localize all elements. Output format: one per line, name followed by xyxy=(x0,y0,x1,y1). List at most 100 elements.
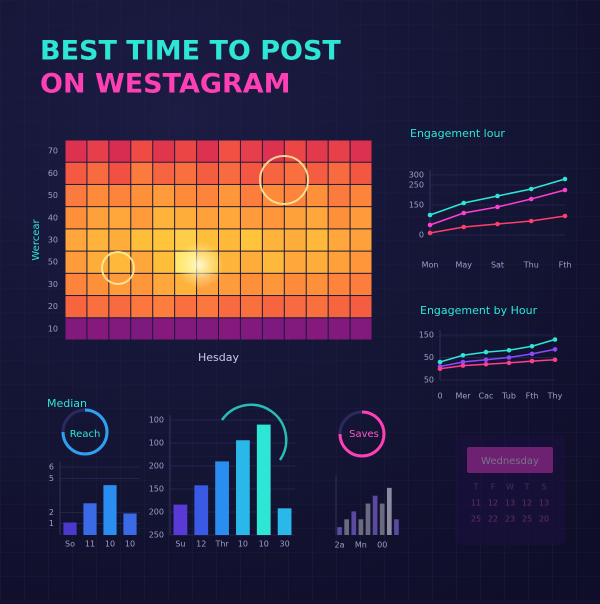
point xyxy=(427,222,433,228)
heat-cell xyxy=(306,184,328,207)
x-tick-label: Su xyxy=(175,540,185,549)
point xyxy=(461,200,467,206)
point xyxy=(460,363,466,368)
heat-cell xyxy=(284,229,306,251)
heat-cell xyxy=(65,184,87,207)
heat-cell xyxy=(350,207,372,229)
heat-cell xyxy=(65,296,87,318)
heat-cell xyxy=(87,162,109,184)
heat-cell xyxy=(284,296,306,318)
title-line: BEST TIME TO POST xyxy=(40,36,341,67)
y-tick-label: 2 xyxy=(49,508,54,517)
ring xyxy=(220,403,288,461)
highlight-glow xyxy=(176,241,224,289)
point xyxy=(529,351,535,357)
bar xyxy=(83,503,97,535)
heat-cell xyxy=(131,273,153,296)
heat-cell xyxy=(87,229,109,251)
heat-cell xyxy=(65,162,87,184)
row-label: 70 xyxy=(48,147,58,156)
heat-cell xyxy=(87,318,109,340)
heat-cell xyxy=(87,184,109,207)
x-tick-label: 10 xyxy=(125,540,135,549)
heat-cell xyxy=(350,273,372,296)
heat-cell xyxy=(284,184,306,207)
y-tick-label: 50 xyxy=(424,353,434,362)
point xyxy=(461,224,467,230)
heat-cell xyxy=(153,273,175,296)
y-tick-label: 6 xyxy=(49,463,54,472)
bar xyxy=(394,519,399,535)
row-label: 50 xyxy=(48,191,58,200)
x-tick-label: Mon xyxy=(422,261,439,270)
point xyxy=(528,186,534,192)
heat-cell xyxy=(328,229,350,251)
heat-cell xyxy=(87,273,109,296)
x-tick-label: May xyxy=(455,261,472,270)
heat-cell xyxy=(175,318,197,340)
bar xyxy=(372,495,378,535)
heat-cell xyxy=(131,318,153,340)
decorations xyxy=(61,155,565,545)
bar xyxy=(123,513,137,535)
heat-cell xyxy=(87,296,109,318)
bar xyxy=(256,424,271,535)
heat-cell xyxy=(219,140,240,162)
heat-cell xyxy=(284,251,306,273)
row-label: 10 xyxy=(48,324,58,333)
heat-cell xyxy=(131,140,153,162)
point xyxy=(495,221,500,227)
row-label: 60 xyxy=(48,169,58,178)
ring-label: Reach xyxy=(70,429,101,440)
point xyxy=(427,230,433,236)
heat-cell xyxy=(175,184,197,207)
heat-cell xyxy=(175,140,197,162)
heat-cell xyxy=(328,251,350,273)
row-label: 20 xyxy=(48,302,58,311)
line xyxy=(439,338,556,363)
heat-cell xyxy=(328,318,350,340)
heat-cell xyxy=(109,184,131,207)
heat-cell xyxy=(153,207,175,229)
highlight-ring xyxy=(259,155,309,205)
heat-cell xyxy=(153,251,175,273)
x-tick-label: 0 xyxy=(437,392,442,401)
heat-cell xyxy=(240,251,262,273)
heat-cell xyxy=(175,207,197,229)
row-label: 50 xyxy=(48,258,58,267)
x-tick-label: So xyxy=(65,540,75,549)
heat-cell xyxy=(350,296,372,318)
heat-cell xyxy=(328,273,350,296)
x-axis-label: Hesday xyxy=(198,351,239,364)
heat-cell xyxy=(197,162,218,184)
charts: 706050403050302010WercearHesday300250150… xyxy=(31,127,571,550)
heat-cell xyxy=(131,251,153,273)
heat-cell xyxy=(87,251,109,273)
y-tick-label: 200 xyxy=(149,508,164,517)
point xyxy=(437,366,443,372)
point xyxy=(461,210,467,216)
point xyxy=(460,359,466,365)
heat-cell xyxy=(197,140,218,162)
bar xyxy=(358,519,364,535)
heat-cell xyxy=(262,273,284,296)
bar xyxy=(215,461,229,535)
x-tick-label: Cac xyxy=(479,392,494,401)
heat-cell xyxy=(87,207,109,229)
bar xyxy=(277,508,292,535)
point xyxy=(483,349,489,355)
heat-cell xyxy=(350,229,372,251)
x-tick-label: Thr xyxy=(214,540,229,549)
heat-cell xyxy=(131,162,153,184)
heat-cell xyxy=(153,229,175,251)
heat-cell xyxy=(131,184,153,207)
heat-cell xyxy=(175,162,197,184)
heat-cell xyxy=(219,318,240,340)
chart-title: Engagement lour xyxy=(410,127,505,140)
heat-cell xyxy=(328,207,350,229)
ring xyxy=(61,408,109,456)
bar xyxy=(173,504,188,535)
heat-cell xyxy=(65,207,87,229)
